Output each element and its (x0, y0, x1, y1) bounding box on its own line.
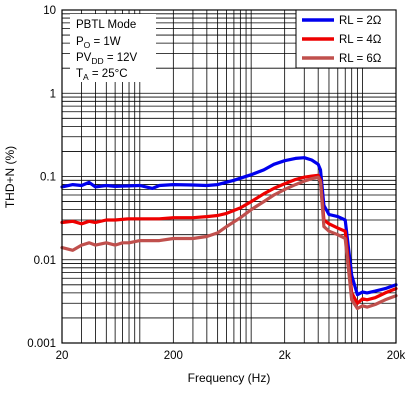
y-tick-label: 10 (43, 5, 56, 17)
legend: RL = 2Ω RL = 4Ω RL = 6Ω (295, 9, 397, 69)
series-line-0 (60, 156, 398, 297)
y-tick-label: 0.01 (34, 255, 56, 267)
y-tick-label: 0.1 (40, 172, 56, 184)
y-axis-label: THD+N (%) (3, 146, 17, 208)
plot-frame (61, 9, 397, 344)
x-tick-label: 20k (387, 350, 406, 362)
series-lines (60, 156, 398, 311)
annotation-mode: PBTL Mode (76, 19, 136, 31)
annotation-background (70, 14, 156, 82)
legend-label-6ohm: RL = 6Ω (339, 53, 382, 65)
series-line-2 (60, 175, 398, 311)
x-tick-label: 200 (164, 350, 183, 362)
y-tick-label: 1 (50, 88, 56, 100)
y-tick-label: 0.001 (27, 338, 56, 350)
legend-label-2ohm: RL = 2Ω (339, 15, 382, 27)
legend-label-4ohm: RL = 4Ω (339, 34, 382, 46)
annotation-voltage: PVDD = 12V (76, 52, 138, 66)
annotation-temperature: TA = 25°C (76, 68, 128, 82)
x-tick-label: 20 (56, 350, 69, 362)
x-axis-label: Frequency (Hz) (188, 371, 271, 385)
tick-labels: 20 200 2k 20k 10 1 0.1 0.01 0.001 (27, 5, 405, 362)
annotation-power: PO = 1W (76, 36, 121, 50)
x-tick-label: 2k (279, 350, 291, 362)
conditions-annotation: PBTL Mode PO = 1W PVDD = 12V TA = 25°C (70, 14, 156, 82)
